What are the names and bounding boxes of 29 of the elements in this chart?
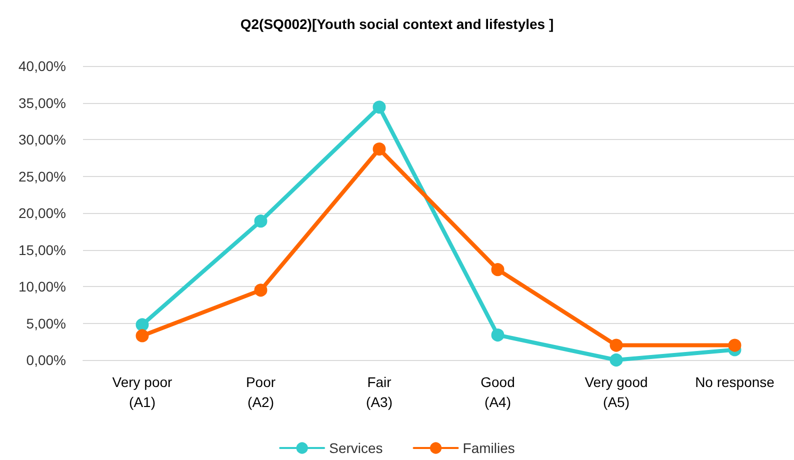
point (610, 338, 623, 352)
legend-label: Families (462, 440, 515, 456)
x-tick-label: Good (A4) (480, 374, 515, 410)
y-tick-label: 30,00% (18, 132, 66, 148)
y-tick-label: 5,00% (26, 315, 66, 332)
point (728, 338, 742, 352)
x-tick-label: Fair (A3) (366, 374, 392, 410)
point (254, 284, 268, 297)
y-tick-label: 25,00% (18, 168, 66, 184)
point (610, 354, 623, 366)
legend-label: Services (329, 440, 383, 456)
point (136, 329, 149, 342)
point (136, 318, 149, 332)
x-tick-label: Very poor (A1) (112, 374, 173, 410)
point (491, 328, 504, 342)
y-tick-label: 10,00% (18, 278, 66, 294)
point (254, 214, 268, 228)
y-tick-label: 20,00% (18, 205, 66, 221)
x-tick-label: Very good (A5) (584, 374, 648, 410)
y-tick-label: 15,00% (18, 242, 66, 258)
point (372, 100, 386, 114)
point (372, 142, 386, 156)
y-tick-label: 35,00% (18, 94, 66, 111)
point (491, 263, 504, 276)
x-tick-label: Poor (A2) (246, 374, 276, 410)
x-tick-label: No response (695, 374, 775, 390)
chart-title: Q2(SQ002)[Youth social context and lifestyles ] (240, 16, 554, 32)
y-tick-label: 0,00% (26, 352, 66, 368)
y-tick-label: 40,00% (18, 58, 66, 74)
